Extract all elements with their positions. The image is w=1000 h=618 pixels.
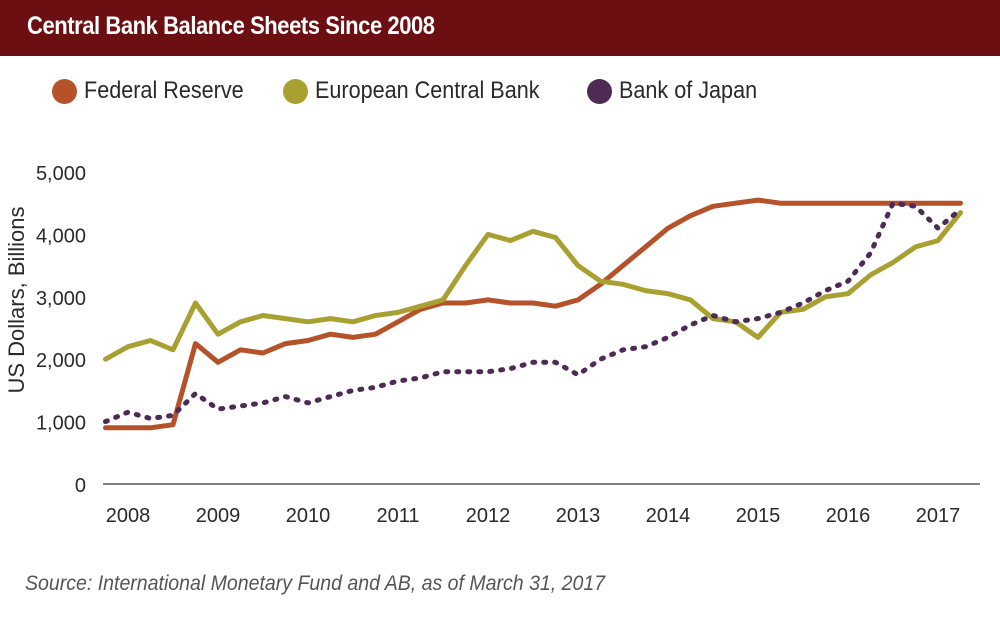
x-tick-label: 2014	[646, 505, 691, 527]
series-line-european-central-bank	[103, 210, 963, 362]
title-bar: Central Bank Balance Sheets Since 2008	[0, 0, 1000, 56]
y-axis: 0 1,000 2,000 3,000 4,000 5,000	[36, 163, 86, 497]
legend-label: Bank of Japan	[618, 77, 758, 104]
y-tick-label: 0	[75, 475, 86, 497]
x-tick-label: 2010	[286, 505, 331, 527]
legend-item-federal-reserve: Federal Reserve	[52, 77, 261, 105]
legend-label: Federal Reserve	[84, 77, 244, 104]
series-lines	[103, 197, 963, 431]
x-tick-label: 2017	[916, 505, 961, 527]
source-note: Source: International Monetary Fund and …	[25, 572, 606, 595]
legend: Federal Reserve European Central Bank Ba…	[52, 76, 794, 106]
y-tick-label: 5,000	[36, 163, 86, 185]
x-tick-label: 2012	[466, 505, 511, 527]
legend-swatch-icon	[283, 78, 309, 104]
x-tick-label: 2009	[196, 505, 241, 527]
legend-swatch-icon	[52, 78, 77, 104]
y-tick-label: 4,000	[36, 225, 86, 247]
legend-item-boj: Bank of Japan	[586, 77, 772, 105]
x-tick-label: 2016	[826, 505, 871, 527]
x-tick-label: 2011	[376, 505, 419, 527]
legend-label: European Central Bank	[315, 77, 540, 104]
y-tick-label: 3,000	[36, 288, 86, 310]
y-tick-label: 2,000	[36, 350, 86, 372]
x-tick-label: 2015	[736, 505, 781, 527]
x-tick-label: 2008	[106, 505, 151, 527]
chart-title: Central Bank Balance Sheets Since 2008	[27, 12, 435, 40]
legend-swatch-icon	[586, 78, 612, 104]
series-line-federal-reserve	[103, 197, 963, 431]
series-line-bank-of-japan	[103, 200, 963, 425]
y-tick-label: 1,000	[36, 413, 86, 435]
legend-item-ecb: European Central Bank	[283, 77, 565, 105]
x-axis: 2008 2009 2010 2011 2012 2013 2014 2015 2016 2017	[106, 505, 961, 527]
y-axis-label: US Dollars, Billions	[4, 206, 29, 393]
x-tick-label: 2013	[556, 505, 601, 527]
